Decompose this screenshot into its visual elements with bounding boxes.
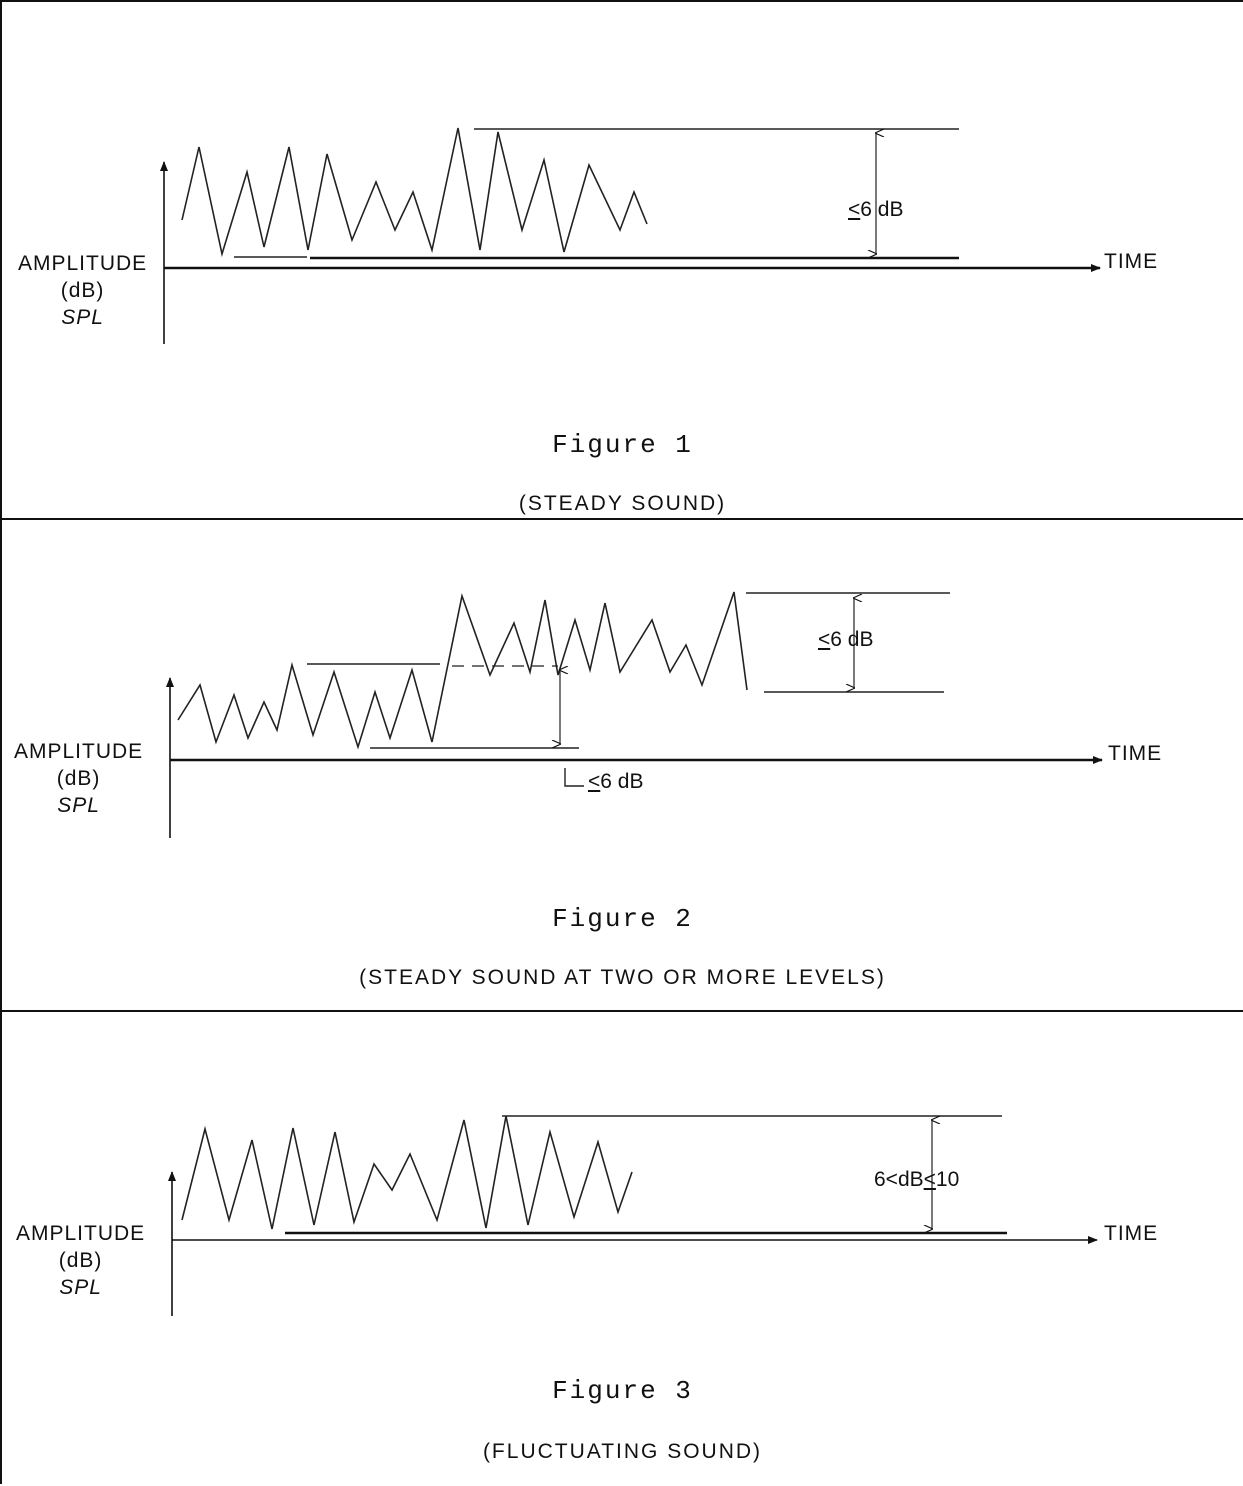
leader-line [564,768,584,787]
figure-3-panel: AMPLITUDE (dB) SPL TIME 6<dB<10 Figure 3… [0,1010,1243,1484]
level-annotation: <6 dB [848,198,904,221]
level-annotation: 6<dB<10 [874,1168,960,1191]
figure-subtitle: (STEADY SOUND) [518,492,727,515]
figure-subtitle: (FLUCTUATING SOUND) [482,1440,763,1463]
figure-caption: Figure 1 [552,430,693,460]
figure-2-panel: AMPLITUDE (dB) SPL TIME <6 dB <6 dB Figu… [0,518,1243,1010]
x-axis-label: TIME [1104,250,1159,273]
level-annotation: <6 dB [588,770,644,793]
waveform [177,591,748,750]
y-axis-label: AMPLITUDE (dB) SPL [16,1222,146,1299]
waveform [181,1115,633,1230]
figure-caption: Figure 3 [552,1376,693,1406]
waveform [181,127,648,258]
x-axis-label: TIME [1108,742,1163,765]
figure-2-diagram [166,591,1103,838]
y-axis-label: AMPLITUDE (dB) SPL [14,740,144,817]
figure-1-panel: AMPLITUDE (dB) SPL TIME <6 dB Figure 1 (… [0,0,1243,518]
level-annotation: <6 dB [818,628,874,651]
x-axis-label: TIME [1104,1222,1159,1245]
figure-3-diagram [168,1115,1098,1316]
figure-caption: Figure 2 [552,904,693,934]
y-axis-label: AMPLITUDE (dB) SPL [18,252,148,329]
figure-subtitle: (STEADY SOUND AT TWO OR MORE LEVELS) [359,966,886,989]
figure-1-diagram [160,127,1101,344]
